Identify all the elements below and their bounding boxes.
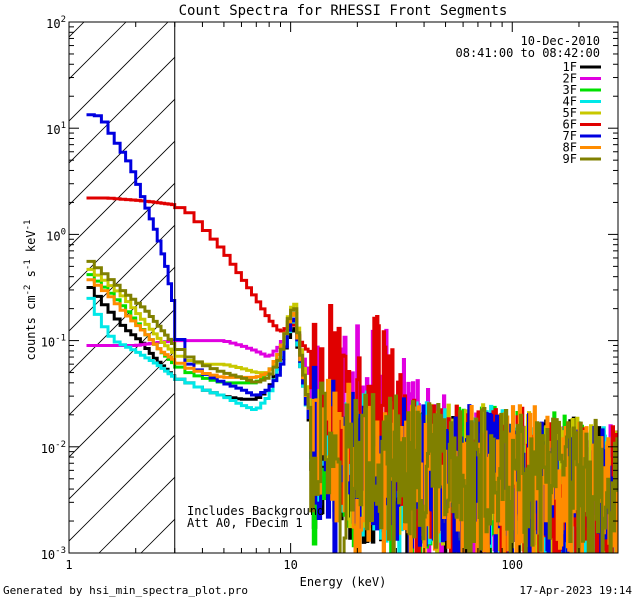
legend-label: 1F [563,60,577,74]
hatch-line [69,266,175,374]
x-axis-label: Energy (keV) [300,575,387,589]
y-tick-base: 10 [41,548,55,562]
legend-label: 4F [563,95,577,109]
y-tick-label: 10-2 [41,440,66,456]
hatch-line [69,392,175,500]
date-label: 10-Dec-2010 [521,34,600,48]
y-tick-base: 10 [46,17,60,31]
hatch-line [69,98,175,206]
y-tick-base: 10 [46,229,60,243]
series-lines [86,113,618,553]
x-tick-label: 1 [65,558,72,572]
y-axis-label-part: s [24,270,38,284]
y-tick-label: 100 [46,227,66,243]
series-line-9F [86,259,618,553]
y-tick-exp: 0 [61,227,66,237]
y-tick-label: 10-1 [41,334,66,350]
legend-label: 6F [563,118,577,132]
y-tick-label: 101 [46,121,66,137]
y-axis-label-exp: -1 [23,220,33,231]
legend-label: 3F [563,83,577,97]
hatch-line [69,22,169,122]
legend-label: 2F [563,72,577,86]
legend-label: 7F [563,129,577,143]
y-tick-base: 10 [41,336,55,350]
y-axis-label-part: counts cm [24,295,38,360]
y-axis-label-part: keV [24,230,38,259]
generated-by-label: Generated by hsi_min_spectra_plot.pro [3,584,249,597]
y-axis-label-exp: -2 [23,285,33,296]
note-background: Includes Background [187,504,324,518]
hatch-line [69,56,175,164]
timestamp-label: 17-Apr-2023 19:14 [519,584,632,597]
hatch-line [69,434,175,542]
attenuator-hatch-region [69,22,175,553]
x-tick-label: 10 [283,558,297,572]
y-tick-base: 10 [46,123,60,137]
y-tick-exp: 2 [61,15,66,25]
chart-title: Count Spectra for RHESSI Front Segments [179,3,508,19]
y-tick-label: 10-3 [41,546,66,562]
plot-frame [68,21,619,554]
legend-label: 5F [563,106,577,120]
y-tick-exp: -3 [55,546,66,556]
hatch-line [69,224,175,332]
legend-label: 9F [563,152,577,166]
y-tick-exp: -2 [55,440,66,450]
hatch-line [69,182,175,290]
y-tick-label: 102 [46,15,66,31]
y-tick-exp: -1 [55,334,66,344]
y-tick-exp: 1 [61,121,66,131]
y-axis-label: counts cm-2 s-1 keV-1 [23,220,38,361]
x-axis: 1 10 100 [65,22,619,572]
legend-label: 8F [563,141,577,155]
note-attenuator: Att A0, FDecim 1 [187,516,303,530]
y-tick-base: 10 [41,442,55,456]
time-range-label: 08:41:00 to 08:42:00 [456,46,601,60]
x-tick-label: 100 [501,558,523,572]
y-axis-label-exp: -1 [23,259,33,270]
